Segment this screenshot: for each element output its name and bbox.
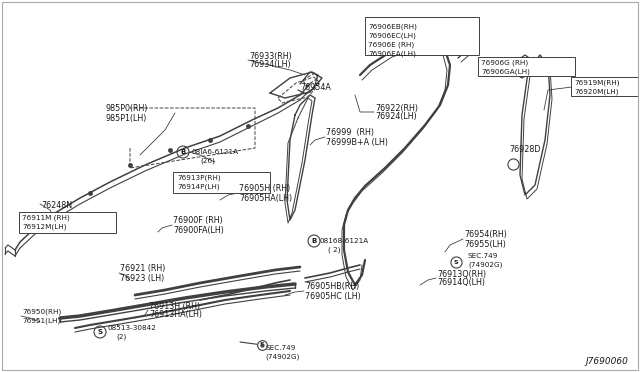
Text: SEC.749: SEC.749	[468, 253, 499, 259]
Text: 08IA6-6121A: 08IA6-6121A	[192, 149, 239, 155]
Text: 76913P(RH): 76913P(RH)	[177, 175, 221, 181]
Text: 76906E (RH): 76906E (RH)	[368, 42, 414, 48]
Text: S: S	[454, 260, 458, 264]
Text: 76933(RH): 76933(RH)	[249, 51, 292, 61]
Text: S: S	[260, 343, 264, 347]
Text: 76906EC(LH): 76906EC(LH)	[368, 33, 416, 39]
FancyBboxPatch shape	[173, 172, 270, 193]
Text: (26): (26)	[200, 158, 215, 164]
Text: 76905H (RH): 76905H (RH)	[239, 185, 291, 193]
Text: 76906EA(LH): 76906EA(LH)	[368, 51, 416, 57]
Text: B: B	[312, 238, 317, 244]
Text: 76905HB(RH): 76905HB(RH)	[305, 282, 359, 292]
Text: 76900FA(LH): 76900FA(LH)	[173, 225, 224, 234]
Text: S: S	[97, 329, 102, 335]
Text: ( 2): ( 2)	[328, 247, 340, 253]
Text: 76920M(LH): 76920M(LH)	[574, 89, 618, 95]
Text: 76906EB(RH): 76906EB(RH)	[368, 24, 417, 30]
Text: 76248N: 76248N	[41, 202, 72, 211]
Text: 76914P(LH): 76914P(LH)	[177, 184, 220, 190]
FancyBboxPatch shape	[478, 57, 575, 76]
Text: B: B	[180, 149, 186, 155]
Text: 76950(RH): 76950(RH)	[22, 309, 61, 315]
Text: 76934(LH): 76934(LH)	[249, 61, 291, 70]
Text: (74902G): (74902G)	[468, 262, 502, 268]
Text: 76914Q(LH): 76914Q(LH)	[437, 279, 485, 288]
Text: 76928D: 76928D	[509, 145, 541, 154]
FancyBboxPatch shape	[19, 212, 116, 233]
FancyBboxPatch shape	[365, 17, 479, 55]
Text: 76906G (RH): 76906G (RH)	[481, 60, 528, 66]
Text: 985P0(RH): 985P0(RH)	[105, 103, 147, 112]
Text: 76923 (LH): 76923 (LH)	[120, 273, 164, 282]
Text: 76911M (RH): 76911M (RH)	[22, 215, 70, 221]
Text: SEC.749: SEC.749	[265, 345, 296, 351]
Text: 76954A: 76954A	[300, 83, 331, 92]
Text: 76999B+A (LH): 76999B+A (LH)	[326, 138, 388, 147]
Text: 76913H (RH): 76913H (RH)	[149, 301, 200, 311]
Text: 76913HA(LH): 76913HA(LH)	[149, 311, 202, 320]
Text: 76900F (RH): 76900F (RH)	[173, 217, 223, 225]
Text: 76954(RH): 76954(RH)	[464, 231, 507, 240]
Text: 76906GA(LH): 76906GA(LH)	[481, 69, 530, 75]
Text: 76999  (RH): 76999 (RH)	[326, 128, 374, 138]
Text: 76924(LH): 76924(LH)	[375, 112, 417, 122]
Text: J7690060: J7690060	[585, 357, 628, 366]
Text: (74902G): (74902G)	[265, 354, 300, 360]
Text: 985P1(LH): 985P1(LH)	[105, 113, 147, 122]
Text: 76922(RH): 76922(RH)	[375, 103, 418, 112]
Text: 76919M(RH): 76919M(RH)	[574, 80, 620, 86]
Text: (2): (2)	[116, 334, 126, 340]
FancyBboxPatch shape	[571, 77, 638, 96]
Text: 08513-30842: 08513-30842	[108, 325, 157, 331]
Text: 76951(LH): 76951(LH)	[22, 318, 60, 324]
Text: 08168-6121A: 08168-6121A	[320, 238, 369, 244]
Text: 76955(LH): 76955(LH)	[464, 240, 506, 248]
Text: 76912M(LH): 76912M(LH)	[22, 224, 67, 230]
Text: 76905HA(LH): 76905HA(LH)	[239, 193, 292, 202]
Text: 76913Q(RH): 76913Q(RH)	[437, 269, 486, 279]
Text: 76905HC (LH): 76905HC (LH)	[305, 292, 361, 301]
Text: 76921 (RH): 76921 (RH)	[120, 264, 165, 273]
